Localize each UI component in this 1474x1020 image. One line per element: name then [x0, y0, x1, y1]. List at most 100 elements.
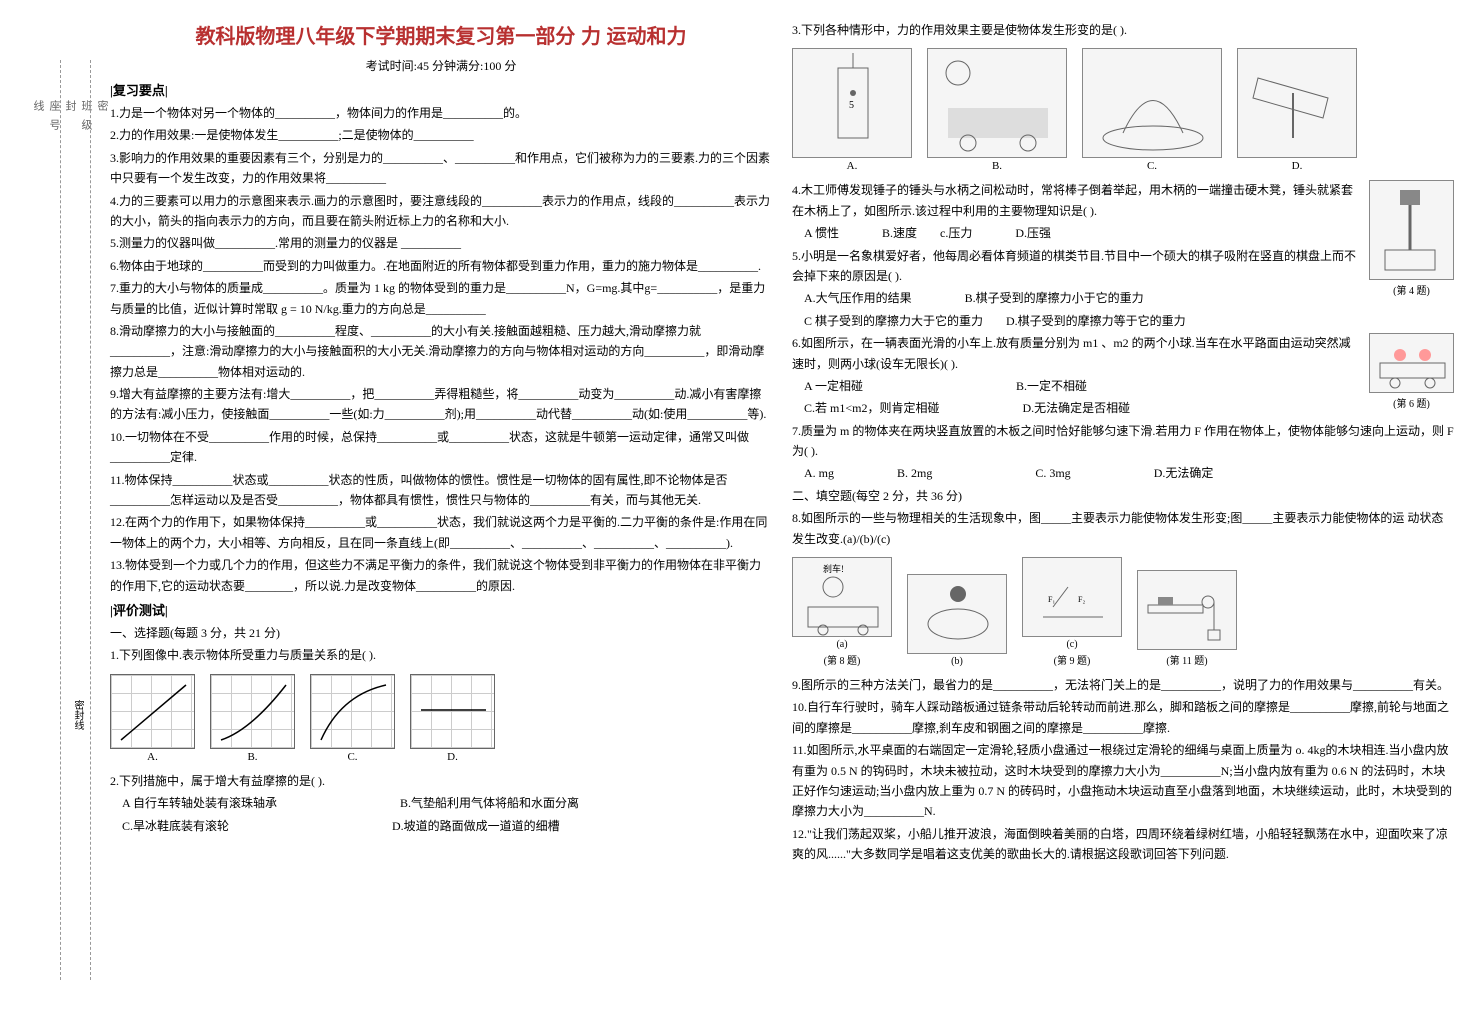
q8-caption: (第 8 题)	[792, 652, 892, 667]
graph-c	[310, 674, 395, 749]
review-8: 8.滑动摩擦力的大小与接触面的__________程度、__________的大…	[110, 321, 772, 382]
seal-line-2	[90, 60, 91, 980]
q2d: D.坡道的路面做成一道道的细槽	[392, 819, 560, 833]
review-9: 9.增大有益摩擦的主要方法有:增大__________，把__________弄…	[110, 384, 772, 425]
q8-img-a: 刹车!	[792, 557, 892, 637]
q2c: C.旱冰鞋底装有滚轮	[122, 819, 229, 833]
q3d-label: D.	[1237, 160, 1357, 172]
review-header: |复习要点|	[110, 80, 772, 99]
svg-text:F₂: F₂	[1078, 595, 1085, 604]
q4-image	[1369, 180, 1454, 280]
review-1: 1.力是一个物体对另一个物体的__________，物体间力的作用是______…	[110, 103, 772, 123]
q4a: A 惯性	[804, 226, 839, 240]
q7b: B. 2mg	[897, 466, 932, 480]
q8-img-b	[907, 574, 1007, 654]
q8c-label: (c)	[1022, 639, 1122, 650]
review-13: 13.物体受到一个力或几个力的作用，但这些力不满足平衡力的条件，我们就说这个物体…	[110, 555, 772, 596]
q9: 9.图所示的三种方法关门，最省力的是__________，无法将门关上的是___…	[792, 675, 1454, 695]
review-3: 3.影响力的作用效果的重要因素有三个，分别是力的__________、_____…	[110, 148, 772, 189]
q3-img-b	[927, 48, 1067, 158]
q5a: A.大气压作用的结果	[804, 291, 912, 305]
q4-caption: (第 4 题)	[1369, 282, 1454, 297]
q11: 11.如图所示,水平桌面的右端固定一定滑轮,轻质小盘通过一根绕过定滑轮的细绳与桌…	[792, 740, 1454, 822]
q8-images: 刹车! (a) (第 8 题) (b) F₁ F₂ (c) (第 9 题)	[792, 557, 1454, 667]
q6-choices2: C.若 m1<m2，则肯定相碰 D.无法确定是否相碰	[792, 398, 1454, 418]
q8a-label: (a)	[792, 639, 892, 650]
graph-b	[210, 674, 295, 749]
page-title: 教科版物理八年级下学期期末复习第一部分 力 运动和力	[110, 20, 772, 49]
q1: 1.下列图像中.表示物体所受重力与质量关系的是( ).	[110, 645, 772, 665]
q2-choices: A 自行车转轴处装有滚珠轴承 B.气垫船利用气体将船和水面分离	[110, 793, 772, 813]
q5-choices1: A.大气压作用的结果 B.棋子受到的摩擦力小于它的重力	[792, 288, 1454, 308]
q7d: D.无法确定	[1154, 466, 1214, 480]
q3c-label: C.	[1082, 160, 1222, 172]
q6: 6.如图所示，在一辆表面光滑的小车上.放有质量分别为 m1 、m2 的两个小球.…	[792, 333, 1454, 374]
q11-img	[1137, 570, 1237, 650]
side-label-banji: 班级	[78, 100, 94, 138]
q8b-label: (b)	[907, 656, 1007, 667]
graph-d	[410, 674, 495, 749]
graph-c-label: C.	[310, 751, 395, 763]
svg-text:刹车!: 刹车!	[823, 563, 844, 574]
q2: 2.下列措施中，属于增大有益摩擦的是( ).	[110, 771, 772, 791]
q7c: C. 3mg	[1035, 466, 1070, 480]
q7: 7.质量为 m 的物体夹在两块竖直放置的木板之间时恰好能够匀速下滑.若用力 F …	[792, 421, 1454, 462]
seal-line-1	[60, 60, 61, 980]
q11-caption: (第 11 题)	[1137, 652, 1237, 667]
q3-images: 5 A. B. C. D.	[792, 48, 1454, 172]
side-label-mi: 密	[94, 100, 110, 138]
q6b: B.一定不相碰	[1016, 379, 1087, 393]
q5b: B.棋子受到的摩擦力小于它的重力	[965, 291, 1144, 305]
review-2: 2.力的作用效果:一是使物体发生__________;二是使物体的_______…	[110, 125, 772, 145]
q9-caption: (第 9 题)	[1022, 652, 1122, 667]
q3b-label: B.	[927, 160, 1067, 172]
q3a-label: A.	[792, 160, 912, 172]
q5d: D.棋子受到的摩擦力等于它的重力	[1006, 314, 1186, 328]
review-4: 4.力的三要素可以用力的示意图来表示.画力的示意图时，要注意线段的_______…	[110, 191, 772, 232]
review-7: 7.重力的大小与物体的质量成__________。质量为 1 kg 的物体受到的…	[110, 278, 772, 319]
q4: 4.木工师傅发现锤子的锤头与水柄之间松动时，常将棒子倒着举起，用木柄的一端撞击硬…	[792, 180, 1454, 221]
graph-a	[110, 674, 195, 749]
left-column: 教科版物理八年级下学期期末复习第一部分 力 运动和力 考试时间:45 分钟满分:…	[110, 20, 772, 867]
review-5: 5.测量力的仪器叫做__________.常用的测量力的仪器是 ________…	[110, 233, 772, 253]
review-6: 6.物体由于地球的__________而受到的力叫做重力。.在地面附近的所有物体…	[110, 256, 772, 276]
q6-image	[1369, 333, 1454, 393]
q6-caption: (第 6 题)	[1369, 395, 1454, 410]
review-10: 10.一切物体在不受__________作用的时候，总保持__________或…	[110, 427, 772, 468]
q3: 3.下列各种情形中，力的作用效果主要是使物体发生形变的是( ).	[792, 20, 1454, 40]
side-label-xian: 线	[30, 100, 46, 138]
q5c: C 棋子受到的摩擦力大于它的重力	[804, 314, 983, 328]
q5: 5.小明是一名象棋爱好者，他每周必看体育频道的棋类节目.节目中一个硕大的棋子吸附…	[792, 246, 1454, 287]
q4c: c.压力	[940, 226, 972, 240]
svg-text:5: 5	[849, 100, 854, 111]
q4b: B.速度	[882, 226, 917, 240]
q8-img-c: F₁ F₂	[1022, 557, 1122, 637]
review-12: 12.在两个力的作用下，如果物体保持__________或__________状…	[110, 512, 772, 553]
test-header: |评价测试|	[110, 600, 772, 619]
q7-choices: A. mg B. 2mg C. 3mg D.无法确定	[792, 463, 1454, 483]
graph-d-label: D.	[410, 751, 495, 763]
test1-header: 一、选择题(每题 3 分，共 21 分)	[110, 623, 772, 643]
q1-graphs: A. B. C. D.	[110, 674, 772, 763]
q4-image-wrap: (第 4 题)	[1369, 180, 1454, 297]
q6c: C.若 m1<m2，则肯定相碰	[804, 401, 939, 415]
q2a: A 自行车转轴处装有滚珠轴承	[122, 796, 277, 810]
q6d: D.无法确定是否相碰	[1022, 401, 1130, 415]
right-column: 3.下列各种情形中，力的作用效果主要是使物体发生形变的是( ). 5 A. B.…	[792, 20, 1454, 867]
q3-img-c	[1082, 48, 1222, 158]
q6-choices1: A 一定相碰 B.一定不相碰	[792, 376, 1454, 396]
q6-image-wrap: (第 6 题)	[1369, 333, 1454, 410]
graph-a-label: A.	[110, 751, 195, 763]
review-11: 11.物体保持__________状态或__________状态的性质，叫做物体…	[110, 470, 772, 511]
q8: 8.如图所示的一些与物理相关的生活现象中，图_____主要表示力能使物体发生形变…	[792, 508, 1454, 549]
q4d: D.压强	[1015, 226, 1051, 240]
exam-info: 考试时间:45 分钟满分:100 分	[110, 57, 772, 74]
q5-choices2: C 棋子受到的摩擦力大于它的重力 D.棋子受到的摩擦力等于它的重力	[792, 311, 1454, 331]
q12: 12."让我们荡起双桨，小船儿推开波浪，海面倒映着美丽的白塔，四周环绕着绿树红墙…	[792, 824, 1454, 865]
graph-b-label: B.	[210, 751, 295, 763]
q6a: A 一定相碰	[804, 379, 863, 393]
section2: 二、填空题(每空 2 分，共 36 分)	[792, 486, 1454, 506]
q10: 10.自行车行驶时，骑车人踩动踏板通过链条带动后轮转动而前进.那么，脚和踏板之间…	[792, 697, 1454, 738]
svg-text:F₁: F₁	[1048, 595, 1055, 604]
seal-label: 密封线	[70, 700, 85, 730]
